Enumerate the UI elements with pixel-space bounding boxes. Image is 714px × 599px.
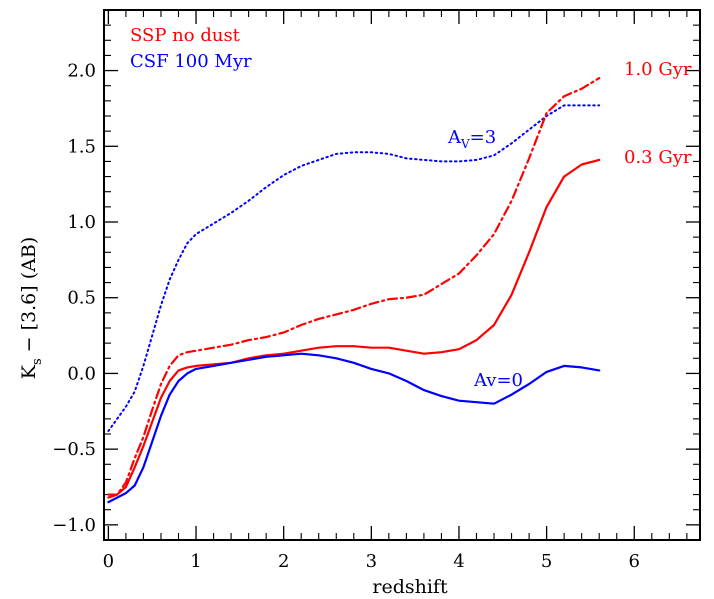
y-axis-label-main: K	[18, 364, 40, 379]
y-tick-label: 0.5	[67, 288, 96, 309]
x-tick-label: 2	[278, 551, 289, 572]
x-tick-label: 6	[629, 551, 640, 572]
y-tick-labels: −1.0 −0.5 0.0 0.5 1.0 1.5 2.0	[52, 61, 96, 536]
legend-entry-csf: CSF 100 Myr	[130, 51, 252, 72]
y-tick-label: 2.0	[67, 61, 96, 82]
annotation-av-3-rest: =3	[470, 127, 497, 148]
legend: SSP no dust CSF 100 Myr	[130, 25, 252, 72]
x-axis-label: redshift	[372, 576, 448, 598]
annotation-0-3-gyr: 0.3 Gyr	[624, 147, 692, 168]
legend-entry-ssp: SSP no dust	[130, 25, 241, 46]
annotation-av-3-sub: V	[460, 137, 470, 151]
x-tick-label: 0	[103, 551, 114, 572]
x-tick-labels: 0 1 2 3 4 5 6	[103, 551, 640, 572]
ssp-1-0-gyr-line	[107, 76, 601, 499]
ssp-0-3-gyr-line	[107, 158, 601, 496]
y-tick-label: −1.0	[52, 515, 96, 536]
plot-lines	[107, 76, 601, 504]
y-tick-label: −0.5	[52, 439, 96, 460]
annotation-1-0-gyr: 1.0 Gyr	[624, 59, 692, 80]
y-axis-label-rest: − [3.6] (AB)	[18, 237, 40, 359]
csf-dust-av3-line	[107, 104, 601, 432]
x-tick-label: 4	[453, 551, 464, 572]
x-tick-label: 3	[366, 551, 377, 572]
y-tick-label: 1.5	[67, 136, 96, 157]
y-axis-label: Ks − [3.6] (AB)	[18, 237, 45, 379]
annotation-av-3: AV=3	[447, 127, 496, 151]
plot-frame	[103, 9, 701, 541]
x-tick-label: 5	[541, 551, 552, 572]
y-axis-label-sub: s	[30, 358, 45, 365]
y-tick-label: 0.0	[67, 363, 96, 384]
annotation-av-0: Av=0	[473, 370, 523, 391]
annotation-av-3-main: A	[447, 127, 462, 148]
axis-ticks	[104, 10, 700, 540]
annotations: 1.0 Gyr 0.3 Gyr AV=3 Av=0	[447, 59, 692, 391]
x-tick-label: 1	[190, 551, 201, 572]
csf-av0-line	[107, 352, 601, 504]
y-tick-label: 1.0	[67, 212, 96, 233]
